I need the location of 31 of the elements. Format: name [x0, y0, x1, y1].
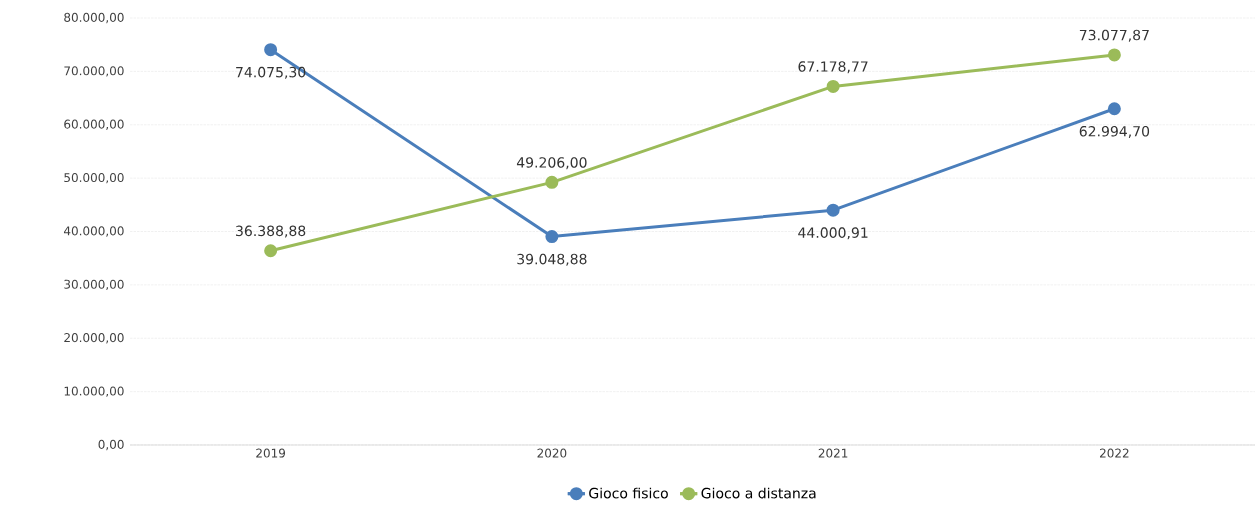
- data-label: 36.388,88: [236, 225, 306, 238]
- data-label: 73.077,87: [1079, 29, 1149, 42]
- point: [545, 230, 559, 244]
- x-tick-label: 2019: [256, 448, 286, 458]
- point: [1107, 48, 1121, 62]
- y-tick-label: 60.000,00: [64, 119, 124, 130]
- y-tick-label: 80.000,00: [64, 12, 124, 24]
- point: [264, 43, 278, 57]
- x-tick-label: 2022: [1099, 448, 1129, 458]
- y-tick-label: 0,00: [98, 439, 124, 451]
- point: [264, 244, 278, 258]
- data-label: 67.178,77: [798, 61, 868, 74]
- y-tick-label: 70.000,00: [64, 66, 124, 77]
- data-label: 39.048,88: [517, 253, 587, 266]
- data-label: 62.994,70: [1079, 125, 1150, 138]
- x-tick-label: 2020: [537, 448, 567, 458]
- point: [1107, 102, 1121, 116]
- y-tick-label: 20.000,00: [64, 333, 124, 344]
- y-tick-label: 30.000,00: [64, 279, 124, 291]
- data-label: 49.206,00: [516, 157, 587, 170]
- y-tick-label: 40.000,00: [63, 226, 124, 237]
- data-label: 44.000,91: [798, 227, 868, 240]
- x-tick-label: 2021: [818, 448, 848, 458]
- point: [826, 203, 840, 217]
- point: [826, 79, 840, 93]
- legend-label: Gioco fisico: [589, 487, 668, 499]
- legend-label: Gioco a distanza: [701, 487, 816, 499]
- y-tick-label: 50.000,00: [64, 172, 124, 184]
- point: [545, 175, 559, 189]
- data-label: 74.075,30: [236, 66, 306, 79]
- y-tick-label: 10.000,00: [64, 386, 124, 397]
